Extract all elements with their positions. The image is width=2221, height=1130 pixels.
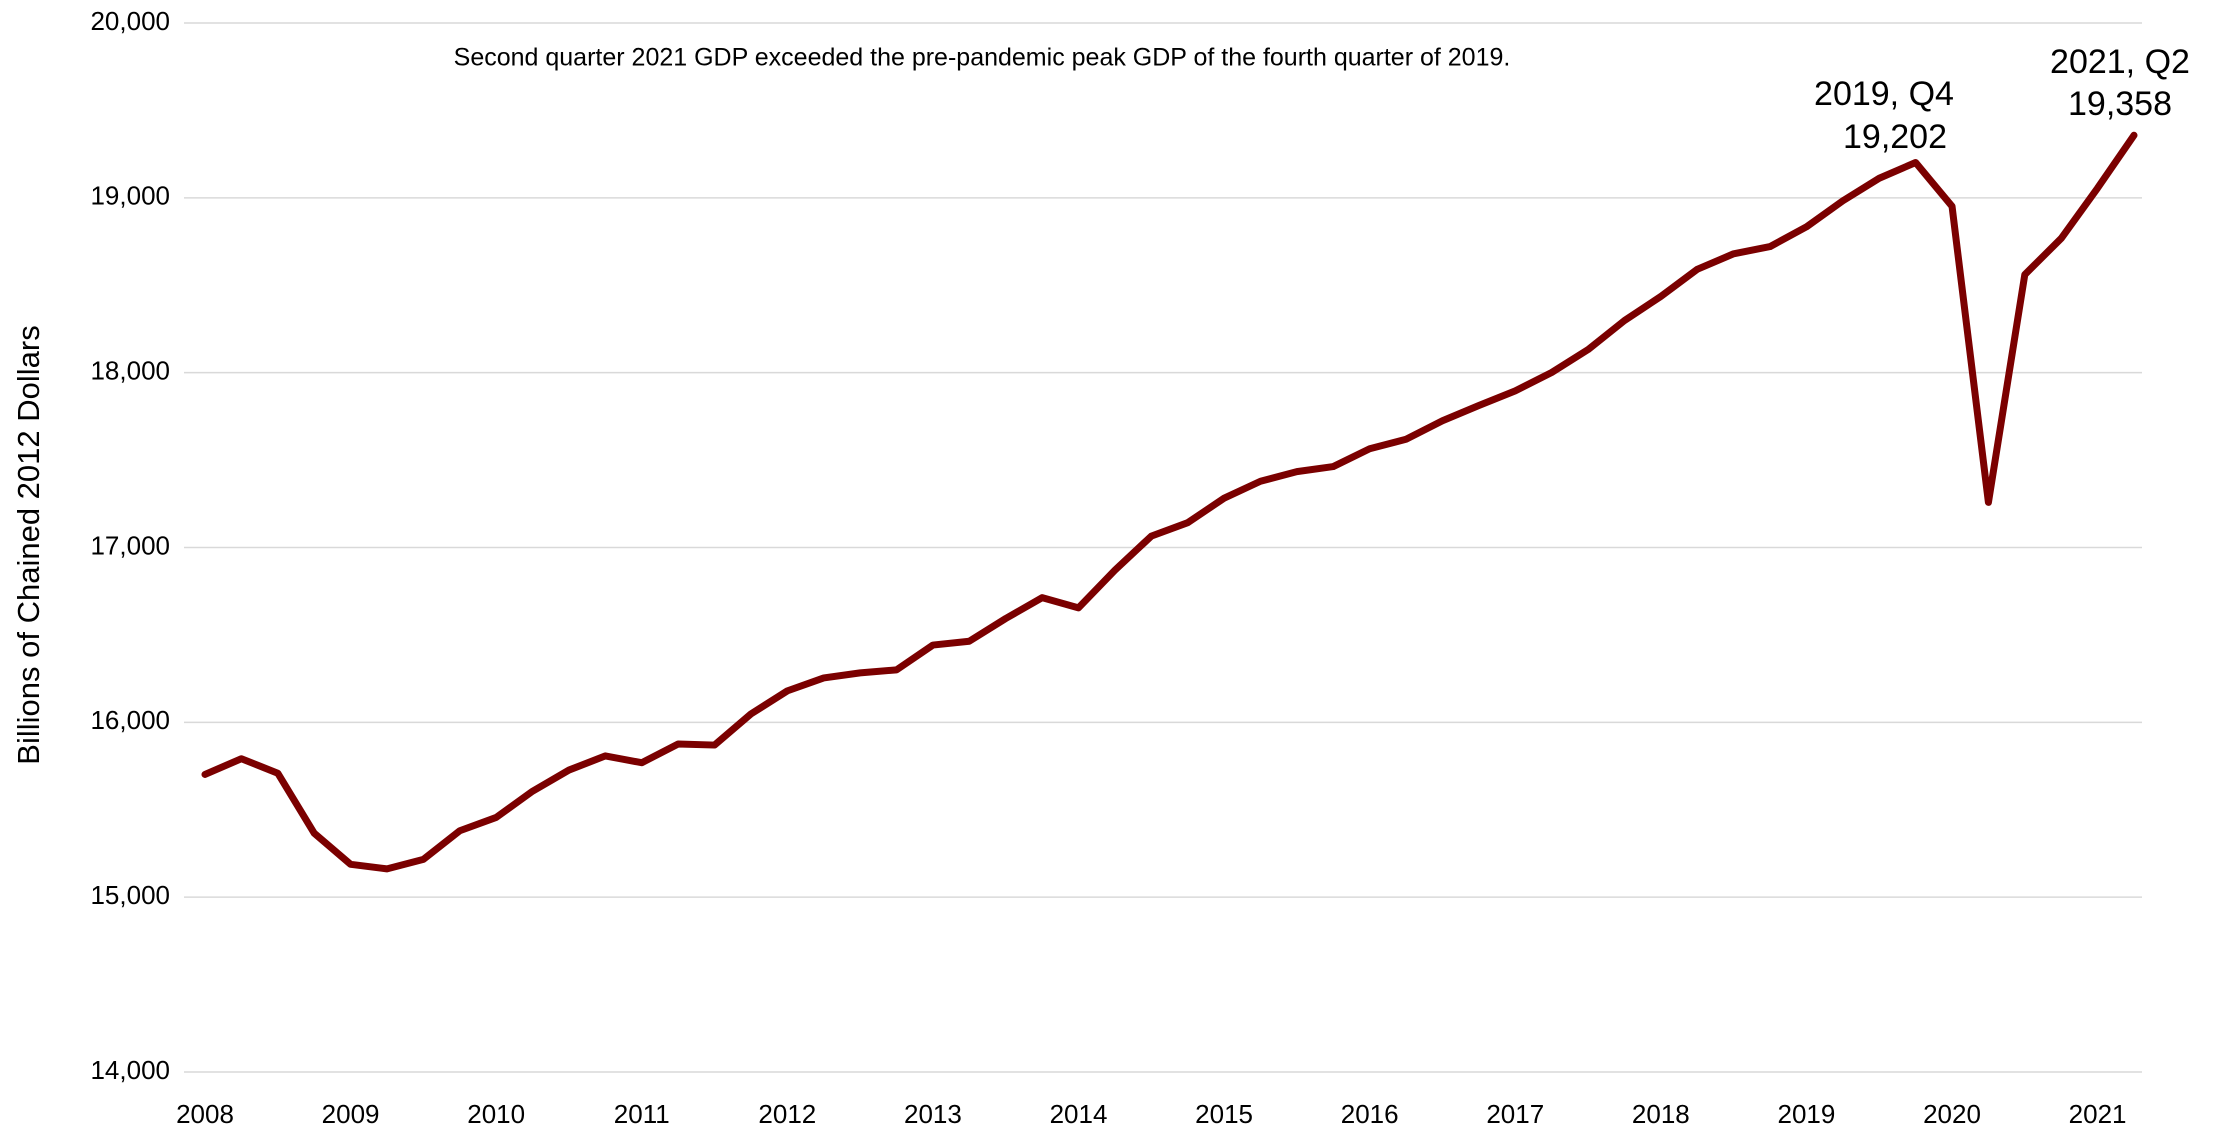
x-tick-label: 2010 [467, 1099, 525, 1129]
y-tick-label: 14,000 [90, 1055, 170, 1085]
x-tick-label: 2016 [1341, 1099, 1399, 1129]
annotation: 2019, Q4 [1814, 75, 1954, 113]
x-tick-label: 2015 [1195, 1099, 1253, 1129]
x-tick-label: 2018 [1632, 1099, 1690, 1129]
annotation: Second quarter 2021 GDP exceeded the pre… [454, 44, 1511, 72]
y-tick-label: 17,000 [90, 530, 170, 560]
data-label: 19,358 [2068, 85, 2172, 123]
y-tick-label: 19,000 [90, 181, 170, 211]
y-tick-label: 16,000 [90, 705, 170, 735]
x-tick-label: 2019 [1778, 1099, 1836, 1129]
x-tick-label: 2013 [904, 1099, 962, 1129]
x-tick-label: 2009 [322, 1099, 380, 1129]
y-tick-label: 20,000 [90, 6, 170, 36]
x-tick-label: 2021 [2069, 1099, 2127, 1129]
x-tick-label: 2012 [758, 1099, 816, 1129]
y-tick-label: 18,000 [90, 356, 170, 386]
x-tick-label: 2014 [1050, 1099, 1108, 1129]
data-label: 19,202 [1843, 118, 1947, 156]
x-tick-label: 2011 [614, 1099, 670, 1129]
y-tick-label: 15,000 [90, 880, 170, 910]
x-tick-label: 2017 [1486, 1099, 1544, 1129]
x-tick-label: 2008 [176, 1099, 234, 1129]
data-line [201, 131, 2138, 873]
x-tick-label: 2020 [1923, 1099, 1981, 1129]
annotation: 2021, Q2 [2050, 43, 2190, 81]
y-axis-label: Billions of Chained 2012 Dollars [11, 325, 46, 764]
